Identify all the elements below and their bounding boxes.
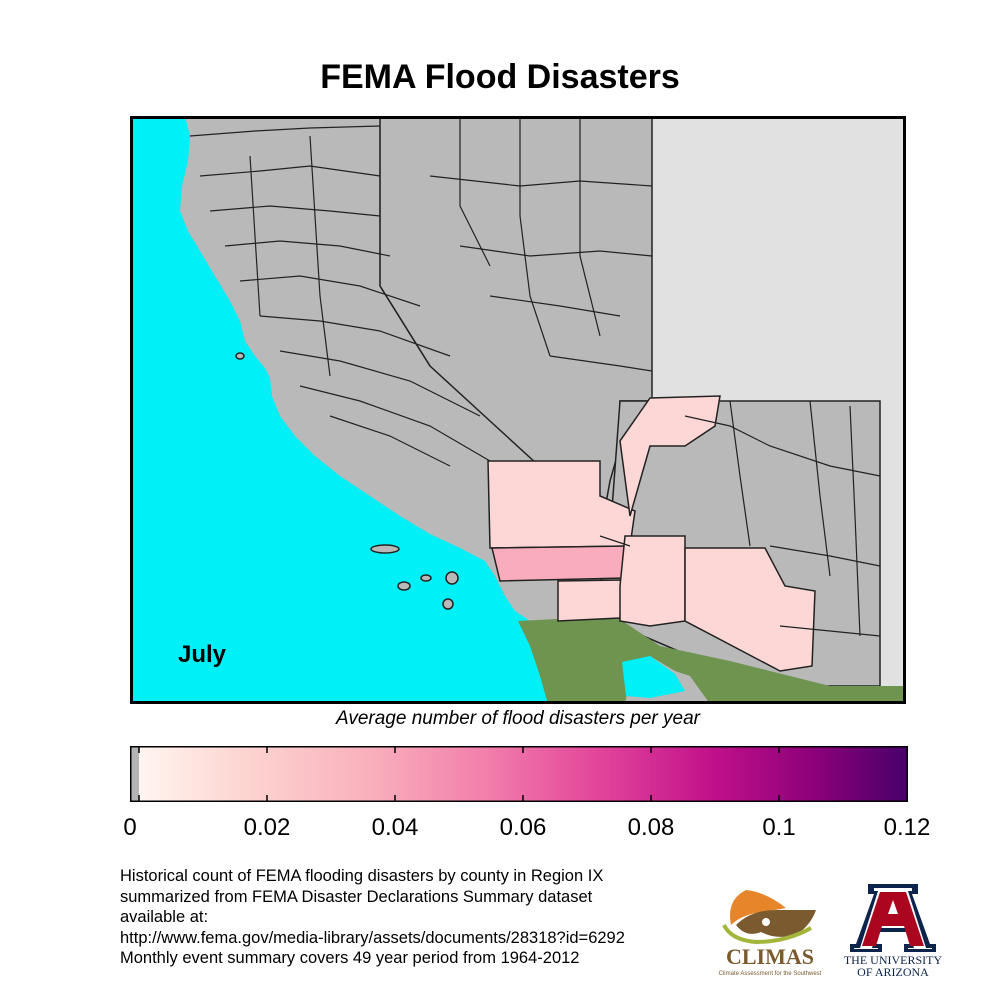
colorbar	[130, 746, 908, 802]
county-low-maricopa-pima	[684, 547, 816, 672]
note-line: Historical count of FEMA flooding disast…	[120, 867, 604, 885]
colorbar-gradient	[139, 747, 907, 801]
county-boundaries	[189, 116, 881, 637]
climas-swoosh-icon	[722, 924, 812, 945]
channel-islands	[235, 352, 459, 610]
map-title: FEMA Flood Disasters	[320, 58, 680, 96]
ua-name-line1: THE UNIVERSITY	[844, 953, 943, 967]
colorbar-tick-label: 0.08	[627, 814, 675, 841]
mexico	[518, 616, 906, 704]
climas-tagline: Climate Assessment for the Southwest	[719, 971, 822, 977]
month-label: July	[178, 641, 227, 668]
county-low-la-paz-yuma	[619, 535, 686, 627]
colorbar-ticks	[138, 747, 908, 801]
map-svg: July	[130, 116, 906, 704]
ua-logo-svg: THE UNIVERSITY OF ARIZONA	[844, 884, 943, 979]
note-line: Monthly event summary covers 49 year per…	[120, 949, 580, 967]
colorbar-tick-label: 0.1	[762, 814, 796, 841]
county-medium-riverside	[491, 545, 631, 582]
colorbar-tick-label: 0.02	[243, 814, 291, 841]
colorbar-tick-label: 0.04	[371, 814, 419, 841]
climas-logo-svg: CLIMAS Climate Assessment for the Southw…	[719, 890, 822, 977]
gulf-of-california	[622, 656, 685, 698]
colorbar-svg	[130, 746, 908, 802]
climas-logo: CLIMAS Climate Assessment for the Southw…	[716, 880, 824, 978]
note-line: summarized from FEMA Disaster Declaratio…	[120, 887, 593, 906]
county-low-san-bernardino	[487, 460, 636, 549]
colorbar-tick-label: 0	[123, 814, 137, 841]
climas-cloud-icon	[736, 910, 816, 937]
county-low-mohave	[619, 395, 721, 517]
university-of-arizona-logo: THE UNIVERSITY OF ARIZONA	[838, 878, 948, 979]
notes: Historical count of FEMA flooding disast…	[120, 866, 720, 969]
outside-region	[652, 116, 906, 704]
pacific-ocean	[130, 116, 565, 704]
map-frame	[130, 116, 906, 704]
colorbar-tick-label: 0.12	[883, 814, 931, 841]
climas-dot-icon	[760, 916, 772, 928]
note-line: http://www.fema.gov/media-library/assets…	[120, 928, 625, 947]
note-line: available at:	[120, 908, 209, 926]
climas-name: CLIMAS	[726, 944, 814, 969]
flood-map: July	[130, 116, 906, 704]
climas-sun-icon	[730, 890, 786, 925]
colorbar-frame	[130, 746, 908, 802]
colorbar-tick-label: 0.06	[499, 814, 547, 841]
map-caption: Average number of flood disasters per ye…	[335, 708, 700, 729]
colorbar-nodata-swatch	[131, 747, 139, 801]
county-low-imperial	[557, 579, 623, 622]
block-a-icon	[850, 884, 936, 952]
ua-name-line2: OF ARIZONA	[857, 965, 929, 978]
